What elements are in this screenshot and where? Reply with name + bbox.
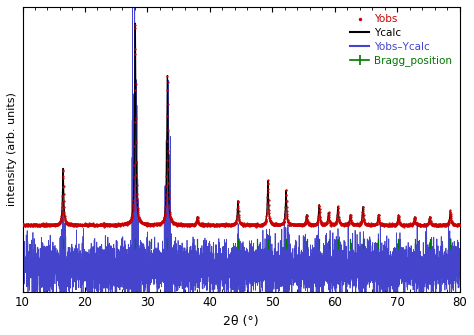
Y-axis label: intensity (arb. units): intensity (arb. units) [7, 92, 17, 206]
X-axis label: 2θ (°): 2θ (°) [223, 315, 259, 328]
Legend: Yobs, Ycalc, Yobs–Ycalc, Bragg_position: Yobs, Ycalc, Yobs–Ycalc, Bragg_position [346, 10, 456, 70]
